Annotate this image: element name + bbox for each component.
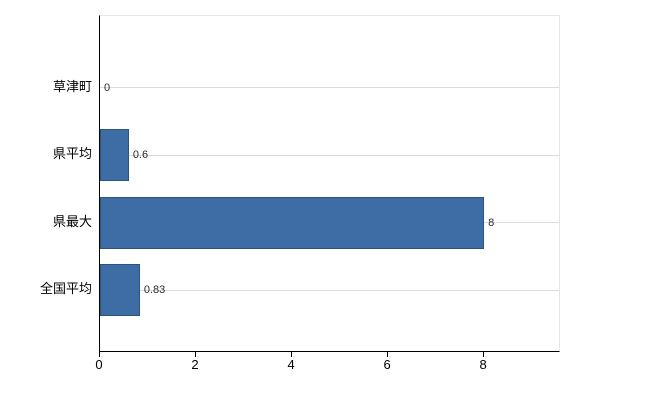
- gridline-1: [100, 154, 559, 156]
- x-tick-mark-2: [291, 352, 293, 357]
- bar-value-label-0: 0: [104, 81, 111, 94]
- x-tick-mark-1: [195, 352, 197, 357]
- x-tick-label-3: 6: [383, 357, 391, 372]
- x-tick-mark-3: [387, 352, 389, 357]
- x-tick-label-2: 4: [287, 357, 295, 372]
- x-tick-label-4: 8: [479, 357, 487, 372]
- bar-value-label-2: 8: [488, 216, 495, 229]
- bar-3: [100, 264, 140, 317]
- gridline-3: [100, 289, 559, 291]
- category-label-3: 全国平均: [39, 281, 92, 297]
- category-label-1: 県平均: [52, 146, 92, 162]
- x-tick-label-1: 2: [191, 357, 199, 372]
- category-label-2: 県最大: [52, 213, 92, 229]
- x-tick-mark-0: [99, 352, 100, 357]
- category-label-0: 草津町: [52, 78, 92, 94]
- x-tick-mark-4: [483, 352, 485, 357]
- gridline-0: [100, 87, 559, 89]
- x-tick-label-0: 0: [95, 357, 103, 372]
- plot-area: 0 0.6 8 0.83: [99, 15, 560, 352]
- bar-value-label-3: 0.83: [143, 284, 166, 297]
- bar-value-label-1: 0.6: [132, 149, 149, 162]
- bar-1: [100, 129, 129, 182]
- bar-2: [100, 196, 485, 249]
